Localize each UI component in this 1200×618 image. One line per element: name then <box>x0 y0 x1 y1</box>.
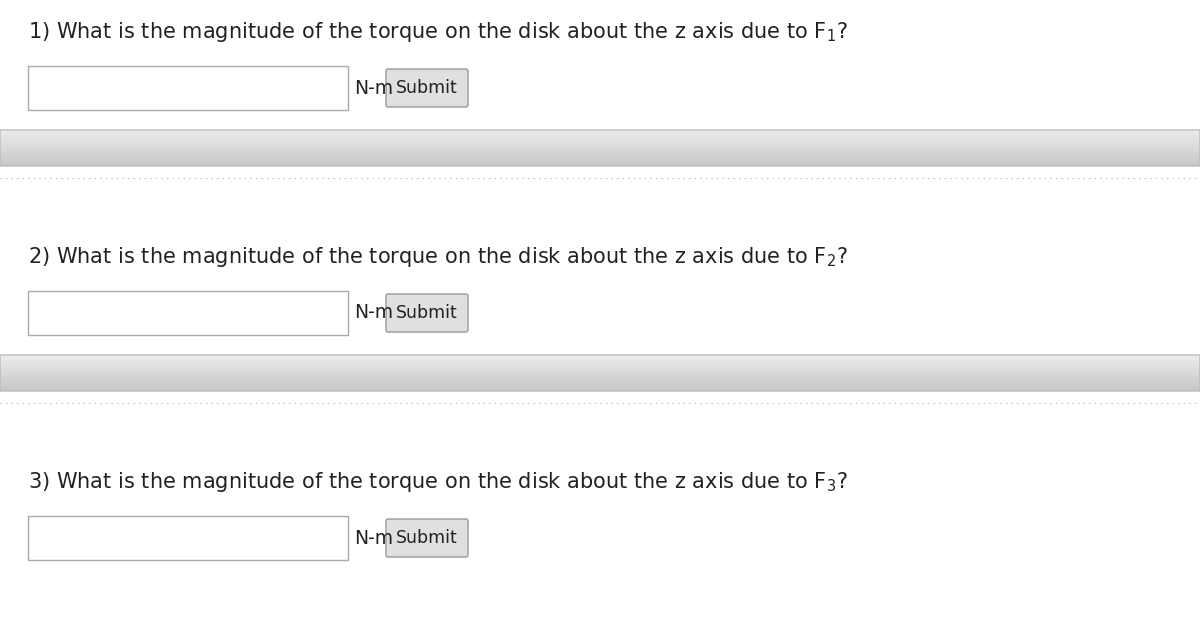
Text: N-m: N-m <box>354 528 394 548</box>
Text: N-m: N-m <box>354 303 394 323</box>
Text: 1) What is the magnitude of the torque on the disk about the z axis due to F$_{1: 1) What is the magnitude of the torque o… <box>28 20 847 44</box>
FancyBboxPatch shape <box>28 516 348 560</box>
Text: Submit: Submit <box>396 79 458 97</box>
FancyBboxPatch shape <box>386 519 468 557</box>
FancyBboxPatch shape <box>28 66 348 110</box>
Text: Submit: Submit <box>396 529 458 547</box>
Text: N-m: N-m <box>354 78 394 98</box>
FancyBboxPatch shape <box>386 69 468 107</box>
FancyBboxPatch shape <box>28 291 348 335</box>
Text: Submit: Submit <box>396 304 458 322</box>
Text: 3) What is the magnitude of the torque on the disk about the z axis due to F$_{3: 3) What is the magnitude of the torque o… <box>28 470 847 494</box>
FancyBboxPatch shape <box>386 294 468 332</box>
Text: 2) What is the magnitude of the torque on the disk about the z axis due to F$_{2: 2) What is the magnitude of the torque o… <box>28 245 847 269</box>
